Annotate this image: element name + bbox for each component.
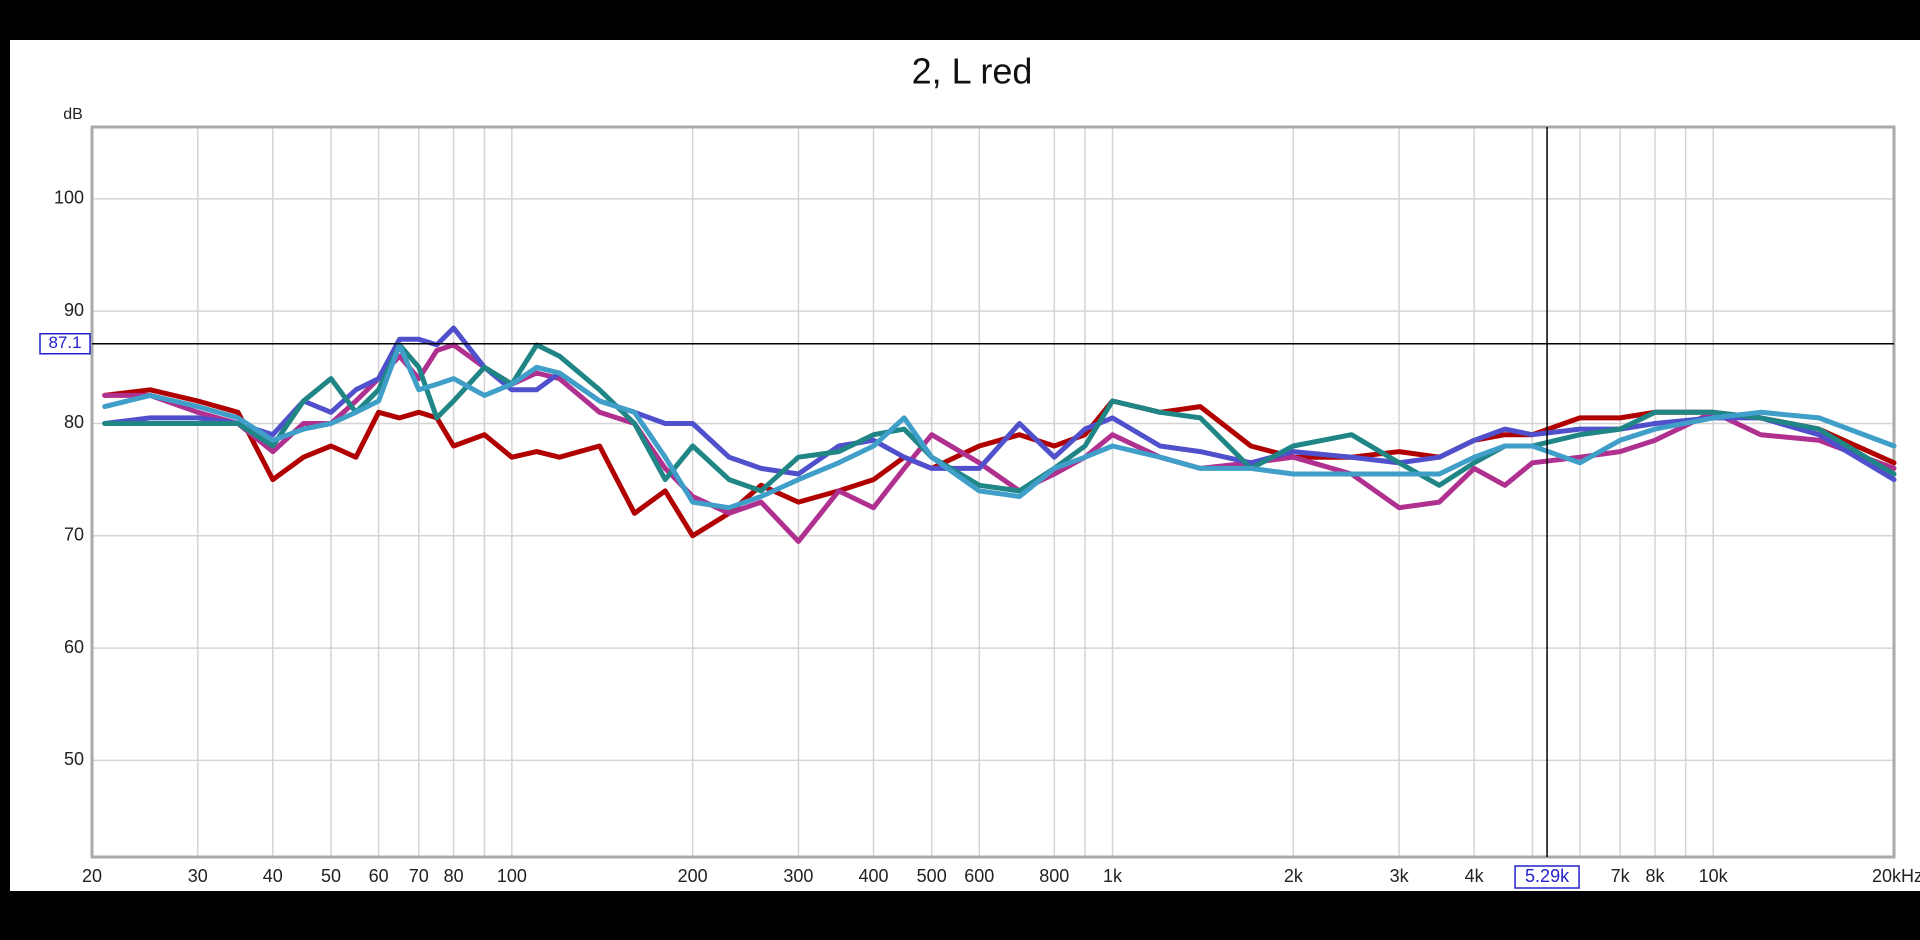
cursor-label-box [1514,865,1580,889]
x-tick-label: 60 [369,866,389,886]
x-tick-label: 20 [82,866,102,886]
y-tick-label: 60 [64,637,84,657]
x-tick-label: 200 [678,866,708,886]
panel [10,40,1920,891]
cursor-x-label: 5.29k [1525,866,1570,886]
x-tick-label: 500 [917,866,947,886]
x-tick-label: 4k [1465,866,1485,886]
x-tick-label: 10k [1699,866,1729,886]
x-tick-label: 30 [188,866,208,886]
x-tick-label: 40 [263,866,283,886]
x-tick-label: 2k [1284,866,1304,886]
chart-title: 2, L red [912,51,1033,92]
x-tick-label: 300 [783,866,813,886]
y-tick-label: 100 [54,188,84,208]
y-tick-label: 90 [64,300,84,320]
y-tick-label: 80 [64,412,84,432]
x-tick-label: 70 [409,866,429,886]
x-tick-label: 1k [1103,866,1123,886]
cursor-y-label: 87.1 [48,333,81,352]
series-line [102,342,1897,511]
plot-frame [90,125,1896,859]
x-tick-label: 7k [1611,866,1631,886]
cursor-label-box [39,333,91,355]
x-tick-label: 600 [964,866,994,886]
x-tick-label: 80 [444,866,464,886]
x-tick-label: 100 [497,866,527,886]
x-tick-label: 8k [1645,866,1665,886]
x-tick-label: 400 [858,866,888,886]
x-tick-label: 50 [321,866,341,886]
y-tick-label: 50 [64,749,84,769]
y-axis-label: dB [63,106,83,123]
series-line [102,387,1897,539]
x-tick-label: 20kHz [1872,866,1920,886]
x-tick-label: 3k [1390,866,1410,886]
y-tick-label: 70 [64,525,84,545]
x-tick-label: 800 [1039,866,1069,886]
